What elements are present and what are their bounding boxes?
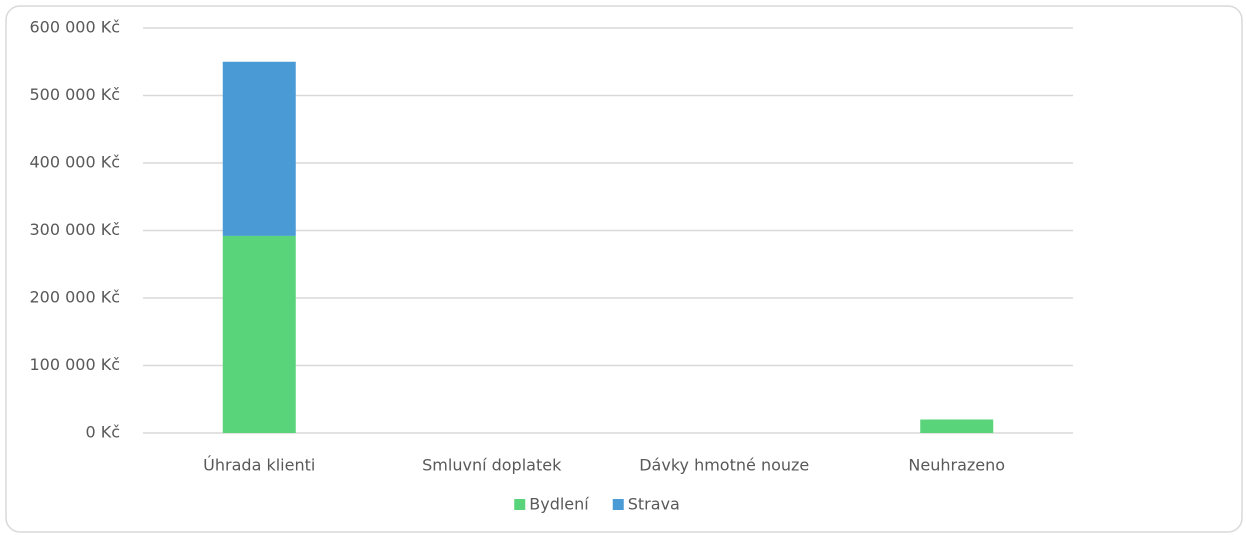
bar-segment bbox=[920, 419, 994, 433]
legend-swatch bbox=[514, 499, 526, 510]
bar-segment bbox=[222, 235, 296, 433]
x-tick-label: Úhrada klienti bbox=[203, 456, 315, 475]
y-tick-label: 100 000 Kč bbox=[29, 355, 120, 374]
y-tick-label: 400 000 Kč bbox=[29, 153, 120, 172]
legend-label: Strava bbox=[628, 495, 680, 514]
y-tick-label: 300 000 Kč bbox=[29, 220, 120, 239]
y-tick-label: 600 000 Kč bbox=[29, 18, 120, 37]
x-tick-label: Smluvní doplatek bbox=[422, 456, 562, 475]
y-tick-label: 0 Kč bbox=[85, 423, 120, 442]
x-tick-label: Dávky hmotné nouze bbox=[639, 456, 809, 475]
y-tick-label: 200 000 Kč bbox=[29, 288, 120, 307]
x-tick-label: Neuhrazeno bbox=[908, 456, 1005, 475]
legend-swatch bbox=[612, 499, 624, 510]
bar-segment bbox=[222, 61, 296, 236]
y-tick-label: 500 000 Kč bbox=[29, 85, 120, 104]
chart-frame bbox=[5, 5, 1243, 533]
legend-label: Bydlení bbox=[529, 495, 589, 514]
